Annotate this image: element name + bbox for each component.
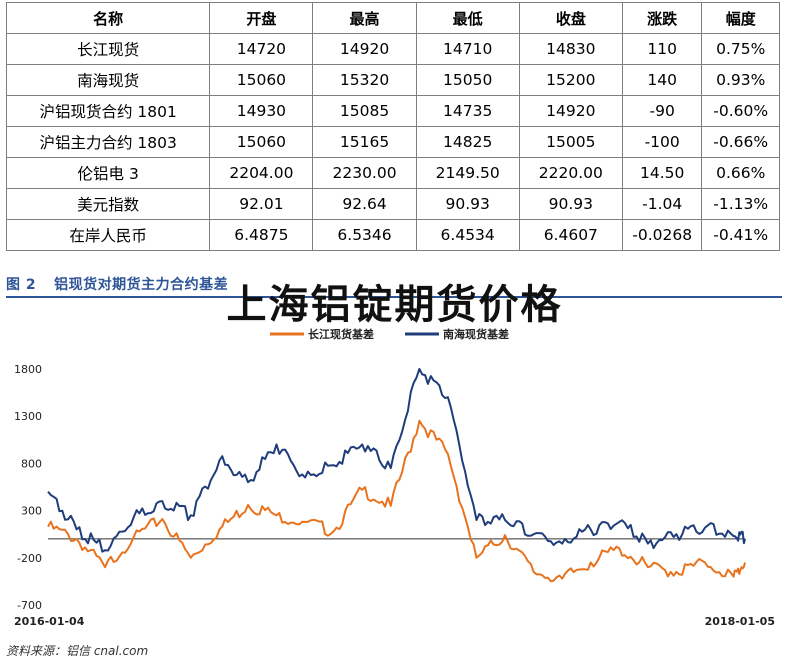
x-tick-label-end: 2018-01-05 (705, 615, 775, 628)
table-cell: 14710 (415, 33, 520, 65)
row-name-cell: 沪铝主力合约 1803 (5, 126, 211, 158)
table-cell: 15165 (312, 126, 417, 158)
y-tick-label: 800 (21, 457, 42, 470)
table-cell: 15060 (209, 64, 314, 96)
table-cell: 14735 (415, 95, 520, 127)
table-header-row: 名称 开盘 最高 最低 收盘 涨跌 幅度 (5, 2, 780, 34)
y-tick-label: 1300 (14, 410, 42, 423)
row-name-cell: 在岸人民币 (5, 219, 211, 251)
header-pct: 幅度 (701, 2, 780, 34)
table-cell: 90.93 (415, 188, 520, 220)
row-name-cell: 南海现货 (5, 64, 211, 96)
table-cell: -0.66% (701, 126, 780, 158)
table-cell: -100 (621, 126, 703, 158)
x-tick-label-start: 2016-01-04 (14, 615, 85, 628)
table-cell: 6.5346 (312, 219, 417, 251)
table-cell: 0.93% (701, 64, 780, 96)
table-cell: 14930 (209, 95, 314, 127)
figure-caption: 图 2 铝现货对期货主力合约基差 (6, 274, 228, 294)
table-cell: 14920 (518, 95, 623, 127)
y-tick-label: -700 (17, 599, 42, 612)
header-name: 名称 (5, 2, 211, 34)
series-line-changjiang (47, 419, 746, 583)
table-cell: 14830 (518, 33, 623, 65)
y-tick-label: 300 (21, 505, 42, 518)
table-cell: 15060 (209, 126, 314, 158)
basis-line-chart: -700 -200 300 800 1300 1800 2016-01-04 2018-01-… (14, 327, 775, 628)
header-change: 涨跌 (621, 2, 703, 34)
table-cell: 6.4534 (415, 219, 520, 251)
legend-label-changjiang: 长江现货基差 (308, 327, 374, 341)
table-cell: 2204.00 (209, 157, 314, 189)
table-cell: 14825 (415, 126, 520, 158)
table-cell: 0.75% (701, 33, 780, 65)
table-cell: 92.64 (312, 188, 417, 220)
y-tick-label: -200 (17, 552, 42, 565)
table-cell: -0.41% (701, 219, 780, 251)
table-cell: 90.93 (518, 188, 623, 220)
table-cell: -0.0268 (621, 219, 703, 251)
row-name-cell: 长江现货 (5, 33, 211, 65)
table-cell: 2220.00 (518, 157, 623, 189)
table-cell: -1.13% (701, 188, 780, 220)
header-open: 开盘 (209, 2, 314, 34)
table-row: 美元指数 92.01 92.64 90.93 90.93 -1.04 -1.13% (5, 188, 780, 220)
table-cell: 15005 (518, 126, 623, 158)
table-cell: 14720 (209, 33, 314, 65)
table-cell: 15320 (312, 64, 417, 96)
table-cell: 110 (621, 33, 703, 65)
table-cell: 140 (621, 64, 703, 96)
table-row: 伦铝电 3 2204.00 2230.00 2149.50 2220.00 14.50 0.… (5, 157, 780, 189)
table-cell: 15085 (312, 95, 417, 127)
caption-divider (6, 296, 782, 298)
table-row: 沪铝现货合约 1801 14930 15085 14735 14920 -90 -0.60% (5, 95, 780, 127)
table-cell: 0.66% (701, 157, 780, 189)
row-name-cell: 伦铝电 3 (5, 157, 211, 189)
row-name-cell: 美元指数 (5, 188, 211, 220)
header-low: 最低 (415, 2, 520, 34)
table-row: 长江现货 14720 14920 14710 14830 110 0.75% (5, 33, 780, 65)
table-cell: 15050 (415, 64, 520, 96)
table-cell: 6.4607 (518, 219, 623, 251)
header-high: 最高 (312, 2, 417, 34)
series-line-nanhai (47, 367, 746, 553)
overlay-title: 上海铝锭期货价格 (226, 282, 563, 328)
table-row: 在岸人民币 6.4875 6.5346 6.4534 6.4607 -0.0268 -0.4… (5, 219, 780, 251)
table-cell: -1.04 (621, 188, 703, 220)
table-body: 长江现货 14720 14920 14710 14830 110 0.75% 南海现货 1506… (5, 33, 780, 251)
row-name-cell: 沪铝现货合约 1801 (5, 95, 211, 127)
table-row: 南海现货 15060 15320 15050 15200 140 0.93% (5, 64, 780, 96)
table-cell: 6.4875 (209, 219, 314, 251)
figure-caption-text: 铝现货对期货主力合约基差 (54, 277, 229, 293)
table-cell: 2149.50 (415, 157, 520, 189)
header-close: 收盘 (518, 2, 623, 34)
table-cell: 2230.00 (312, 157, 417, 189)
table-cell: 92.01 (209, 188, 314, 220)
figure-number: 图 2 (6, 277, 37, 293)
table-cell: 15200 (518, 64, 623, 96)
table-cell: 14.50 (621, 157, 703, 189)
table-cell: -90 (621, 95, 703, 127)
source-note: 资料来源：铝信 cnal.com (6, 644, 149, 658)
table-cell: 14920 (312, 33, 417, 65)
table-cell: -0.60% (701, 95, 780, 127)
legend-label-nanhai: 南海现货基差 (443, 327, 509, 341)
y-tick-label: 1800 (14, 363, 42, 376)
table-row: 沪铝主力合约 1803 15060 15165 14825 15005 -100 -0.66… (5, 126, 780, 158)
price-table: 名称 开盘 最高 最低 收盘 涨跌 幅度 长江现货 14720 14920 14710… (5, 2, 780, 251)
